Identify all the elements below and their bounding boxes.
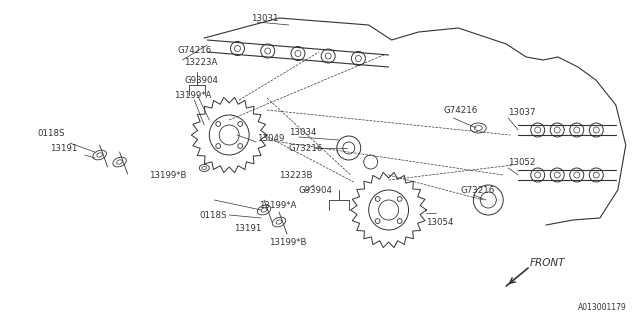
Text: G93904: G93904 <box>184 76 218 84</box>
Text: 13034: 13034 <box>289 127 317 137</box>
Text: A013001179: A013001179 <box>578 303 627 313</box>
Text: FRONT: FRONT <box>530 258 566 268</box>
Text: 13054: 13054 <box>426 218 454 227</box>
Text: 13223B: 13223B <box>279 171 312 180</box>
Text: G73216: G73216 <box>289 143 323 153</box>
Text: 13049: 13049 <box>257 133 284 142</box>
Text: G73216: G73216 <box>460 186 495 195</box>
Text: 13037: 13037 <box>508 108 536 116</box>
Text: 13199*B: 13199*B <box>269 237 307 246</box>
Text: G74216: G74216 <box>444 106 477 115</box>
Text: 13223A: 13223A <box>184 58 218 67</box>
Text: 13199*B: 13199*B <box>150 171 187 180</box>
Text: 0118S: 0118S <box>199 211 227 220</box>
Text: 13031: 13031 <box>251 13 278 22</box>
Text: 13191: 13191 <box>50 143 77 153</box>
Text: 13191: 13191 <box>234 223 262 233</box>
Text: 13199*A: 13199*A <box>174 91 212 100</box>
Text: 0118S: 0118S <box>38 129 65 138</box>
Text: G74216: G74216 <box>177 45 212 54</box>
Text: 13052: 13052 <box>508 157 536 166</box>
Text: 13199*A: 13199*A <box>259 201 296 210</box>
Text: G93904: G93904 <box>299 186 333 195</box>
